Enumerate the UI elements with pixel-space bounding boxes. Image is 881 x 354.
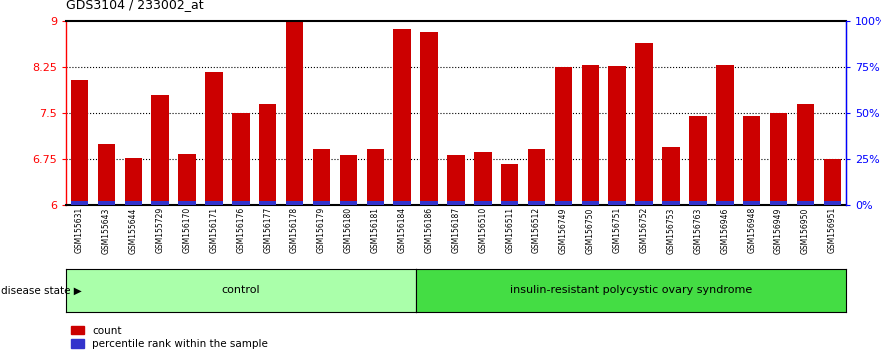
Bar [635, 201, 653, 205]
Bar [609, 201, 626, 205]
Bar [555, 67, 572, 205]
Bar [366, 201, 384, 205]
Text: GSM156752: GSM156752 [640, 207, 648, 253]
Bar [232, 113, 249, 205]
Bar [663, 201, 680, 205]
Bar [448, 155, 464, 205]
Bar [285, 201, 303, 205]
Bar [663, 147, 680, 205]
Text: GSM156181: GSM156181 [371, 207, 380, 253]
Bar [205, 72, 223, 205]
Text: GSM156753: GSM156753 [667, 207, 676, 253]
Text: GSM156751: GSM156751 [612, 207, 622, 253]
Text: GSM156184: GSM156184 [397, 207, 407, 253]
Bar [205, 201, 223, 205]
Bar [420, 32, 438, 205]
Bar [689, 116, 707, 205]
Bar [824, 159, 841, 205]
Bar [796, 201, 814, 205]
Bar [394, 201, 411, 205]
Bar [555, 201, 572, 205]
Bar [528, 149, 545, 205]
Bar [474, 201, 492, 205]
Bar [98, 201, 115, 205]
Text: GSM156177: GSM156177 [263, 207, 272, 253]
Text: insulin-resistant polycystic ovary syndrome: insulin-resistant polycystic ovary syndr… [509, 285, 751, 295]
Bar [259, 201, 277, 205]
Bar [581, 65, 599, 205]
Bar [420, 201, 438, 205]
Bar [770, 113, 788, 205]
Bar [178, 201, 196, 205]
Bar [474, 152, 492, 205]
Text: GSM156949: GSM156949 [774, 207, 783, 253]
Text: GSM155643: GSM155643 [102, 207, 111, 253]
Bar [689, 201, 707, 205]
Bar [743, 201, 760, 205]
Bar [124, 158, 142, 205]
Text: GSM155631: GSM155631 [75, 207, 84, 253]
Bar [501, 201, 518, 205]
Text: GSM156948: GSM156948 [747, 207, 756, 253]
Text: control: control [221, 285, 260, 295]
Bar [259, 104, 277, 205]
Bar [313, 201, 330, 205]
Text: GSM156510: GSM156510 [478, 207, 487, 253]
Text: disease state ▶: disease state ▶ [1, 285, 82, 295]
Text: GSM156950: GSM156950 [801, 207, 810, 253]
Bar [232, 201, 249, 205]
Text: GSM156170: GSM156170 [182, 207, 191, 253]
Bar [448, 201, 464, 205]
Bar [716, 65, 734, 205]
Text: GSM156763: GSM156763 [693, 207, 702, 253]
Bar [609, 66, 626, 205]
Bar [340, 155, 357, 205]
Bar [366, 149, 384, 205]
Bar [743, 116, 760, 205]
Bar [528, 201, 545, 205]
Bar [770, 201, 788, 205]
Text: GSM156186: GSM156186 [425, 207, 433, 253]
Text: GSM156179: GSM156179 [317, 207, 326, 253]
Bar [98, 144, 115, 205]
Text: GSM156176: GSM156176 [236, 207, 245, 253]
Bar [313, 149, 330, 205]
Text: GSM156750: GSM156750 [586, 207, 595, 253]
Text: GSM156946: GSM156946 [721, 207, 729, 253]
Text: GSM156951: GSM156951 [828, 207, 837, 253]
Bar [124, 201, 142, 205]
Bar [340, 201, 357, 205]
Bar [285, 22, 303, 205]
Legend: count, percentile rank within the sample: count, percentile rank within the sample [71, 326, 268, 349]
Bar [70, 80, 88, 205]
Bar [394, 29, 411, 205]
Text: GSM156749: GSM156749 [559, 207, 568, 253]
Text: GSM156178: GSM156178 [290, 207, 300, 253]
Text: GSM156187: GSM156187 [451, 207, 461, 253]
Text: GSM156511: GSM156511 [505, 207, 515, 253]
Bar [178, 154, 196, 205]
Bar [716, 201, 734, 205]
Text: GSM156171: GSM156171 [210, 207, 218, 253]
Text: GSM155644: GSM155644 [129, 207, 137, 253]
Bar [501, 164, 518, 205]
Text: GSM156180: GSM156180 [344, 207, 353, 253]
Text: GDS3104 / 233002_at: GDS3104 / 233002_at [66, 0, 204, 11]
Text: GSM156512: GSM156512 [532, 207, 541, 253]
Bar [70, 201, 88, 205]
Text: GSM155729: GSM155729 [156, 207, 165, 253]
Bar [824, 201, 841, 205]
Bar [796, 104, 814, 205]
Bar [635, 43, 653, 205]
Bar [581, 201, 599, 205]
Bar [152, 201, 169, 205]
Bar [152, 95, 169, 205]
